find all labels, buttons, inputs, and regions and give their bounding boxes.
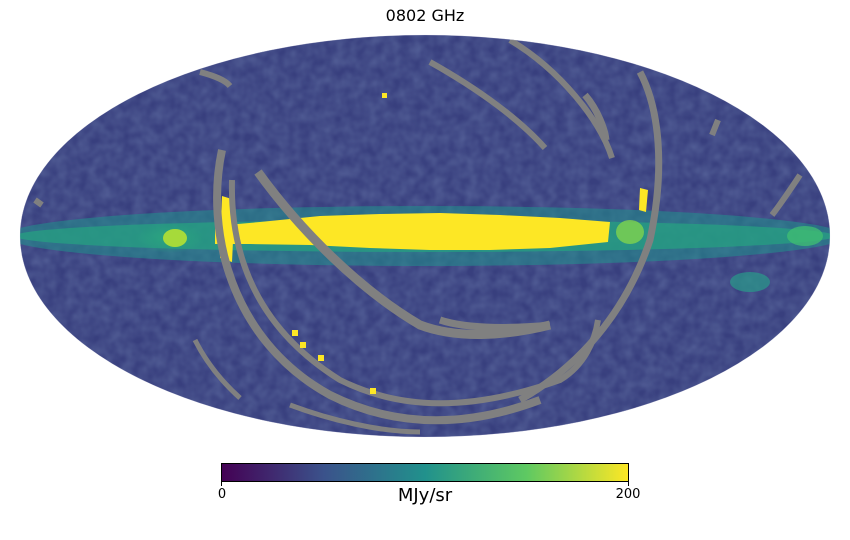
colorbar-gradient [222, 464, 628, 481]
colorbar-tick-min [221, 481, 222, 486]
map-title: 0802 GHz [385, 6, 465, 25]
saturated-pixels [292, 93, 387, 394]
colorbar-min-label: 0 [217, 487, 227, 502]
masked-scan-arcs [33, 37, 803, 435]
map-outline [19, 34, 831, 438]
colorbar-unit-label: MJy/sr [397, 485, 453, 506]
sky-map [19, 34, 831, 438]
colorbar [221, 463, 629, 482]
colorbar-tick-max [628, 481, 629, 486]
colorbar-max-label: 200 [615, 487, 641, 502]
